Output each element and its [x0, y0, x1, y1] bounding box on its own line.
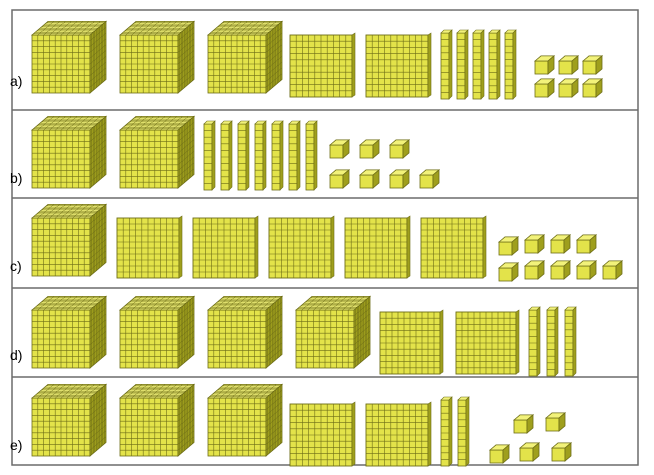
one-unit-cube [549, 234, 572, 254]
one-unit-cube [601, 260, 624, 280]
hundred-flat [289, 401, 356, 467]
one-unit-cube [557, 55, 580, 75]
hundred-flat [116, 215, 183, 279]
one-unit-cube [533, 55, 556, 75]
hundred-flat [379, 309, 444, 375]
hundred-flat [268, 215, 335, 279]
hundred-flat [365, 401, 432, 467]
one-unit-cube [581, 55, 604, 75]
hundred-flat [365, 32, 432, 98]
ten-rod [488, 29, 501, 100]
one-unit-cube [488, 444, 511, 464]
thousand-cube [118, 115, 196, 189]
one-unit-cube [328, 139, 351, 159]
one-unit-cube [418, 169, 441, 189]
one-unit-cube [575, 234, 598, 254]
thousand-cube [30, 383, 108, 457]
ten-rod [472, 29, 485, 100]
one-unit-cube [557, 78, 580, 98]
ten-rod [504, 29, 517, 100]
one-unit-cube [523, 234, 546, 254]
row-label-b: b) [10, 170, 23, 186]
ten-rod [288, 120, 301, 191]
row-label-a: a) [10, 73, 23, 89]
thousand-cube [206, 20, 284, 94]
thousand-cube [206, 295, 284, 369]
ten-rod [546, 306, 559, 377]
row-label-e: e) [10, 437, 23, 453]
one-unit-cube [388, 169, 411, 189]
one-unit-cube [581, 78, 604, 98]
ten-rod [305, 120, 318, 191]
hundred-flat [455, 309, 520, 375]
hundred-flat [192, 215, 259, 279]
ten-rod [457, 396, 470, 467]
one-unit-cube [575, 260, 598, 280]
thousand-cube [30, 295, 108, 369]
hundred-flat [289, 32, 356, 98]
thousand-cube [294, 295, 372, 369]
one-unit-cube [358, 139, 381, 159]
thousand-cube [30, 20, 108, 94]
one-unit-cube [358, 169, 381, 189]
row-label-d: d) [10, 347, 23, 363]
one-unit-cube [518, 442, 541, 462]
thousand-cube [118, 383, 196, 457]
ten-rod [440, 29, 453, 100]
thousand-cube [30, 115, 108, 189]
ten-rod [237, 120, 250, 191]
thousand-cube [30, 203, 108, 277]
thousand-cube [118, 295, 196, 369]
one-unit-cube [388, 139, 411, 159]
ten-rod [203, 120, 216, 191]
ten-rod [271, 120, 284, 191]
one-unit-cube [497, 236, 520, 256]
ten-rod [528, 306, 541, 377]
hundred-flat [420, 215, 487, 279]
one-unit-cube [550, 442, 573, 462]
thousand-cube [118, 20, 196, 94]
one-unit-cube [523, 260, 546, 280]
one-unit-cube [328, 169, 351, 189]
ten-rod [456, 29, 469, 100]
one-unit-cube [544, 412, 567, 432]
one-unit-cube [497, 262, 520, 282]
one-unit-cube [549, 260, 572, 280]
hundred-flat [344, 215, 411, 279]
one-unit-cube [533, 78, 556, 98]
one-unit-cube [512, 414, 535, 434]
ten-rod [440, 396, 453, 467]
ten-rod [254, 120, 267, 191]
row-label-c: c) [10, 258, 22, 274]
ten-rod [564, 306, 577, 377]
ten-rod [220, 120, 233, 191]
thousand-cube [206, 383, 284, 457]
